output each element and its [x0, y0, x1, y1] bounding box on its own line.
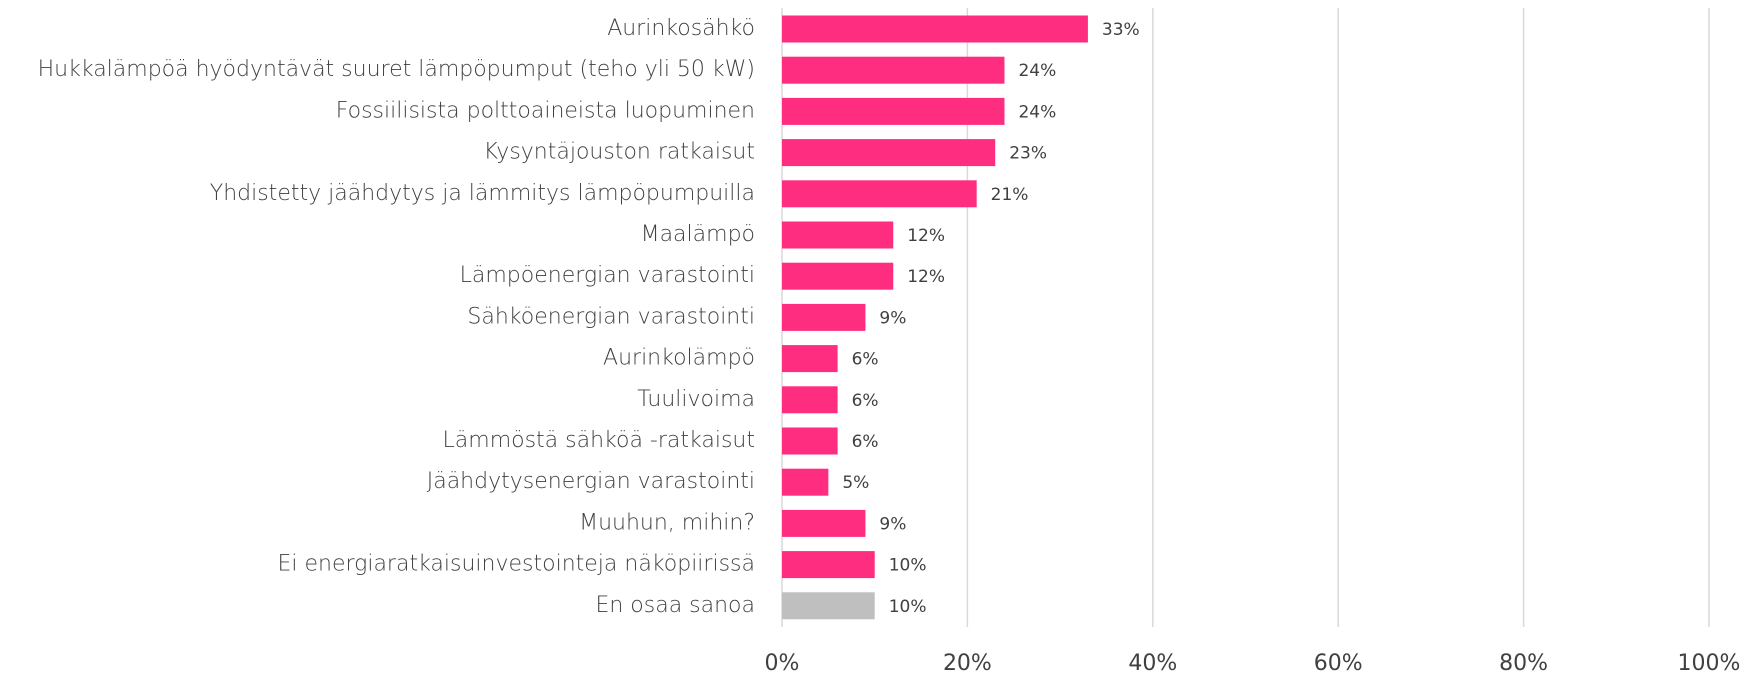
- category-label: Ei energiaratkaisuinvestointeja näköpiir…: [277, 552, 755, 577]
- x-tick-label: 20%: [943, 651, 992, 675]
- category-label: Kysyntäjouston ratkaisut: [483, 140, 755, 165]
- data-label: 10%: [889, 597, 927, 617]
- data-label: 23%: [1009, 144, 1047, 164]
- category-label: Jäähdytysenergian varastointi: [427, 469, 755, 494]
- data-label: 12%: [907, 267, 945, 287]
- category-label: Aurinkolämpö: [603, 346, 755, 371]
- category-label: Lämmöstä sähköä -ratkaisut: [443, 428, 755, 453]
- data-label: 24%: [1018, 61, 1056, 81]
- category-label: Fossiilisista polttoaineista luopuminen: [336, 98, 755, 123]
- bar: [782, 551, 875, 579]
- data-label: 6%: [852, 432, 879, 452]
- bar: [782, 303, 866, 331]
- x-tick-label: 100%: [1678, 651, 1740, 675]
- data-label: 9%: [879, 514, 906, 534]
- category-label: Hukkalämpöä hyödyntävät suuret lämpöpump…: [38, 57, 755, 82]
- bar: [782, 221, 894, 249]
- category-label: Lämpöenergian varastointi: [460, 263, 755, 288]
- x-tick-label: 40%: [1128, 651, 1177, 675]
- category-label: Sähköenergian varastointi: [467, 304, 755, 329]
- data-label: 9%: [879, 308, 906, 328]
- category-label: Yhdistetty jäähdytys ja lämmitys lämpöpu…: [210, 181, 755, 206]
- category-label: Tuulivoima: [637, 387, 755, 412]
- x-tick-label: 80%: [1499, 651, 1548, 675]
- x-tick-label: 60%: [1314, 651, 1363, 675]
- bar: [782, 97, 1005, 125]
- bar: [782, 427, 838, 455]
- category-label: Maalämpö: [641, 222, 755, 247]
- data-label: 12%: [907, 226, 945, 246]
- data-label: 5%: [842, 473, 869, 493]
- x-tick-label: 0%: [765, 651, 800, 675]
- bar: [782, 180, 977, 208]
- bar: [782, 345, 838, 373]
- bar: [782, 15, 1088, 43]
- bar: [782, 592, 875, 620]
- data-label: 33%: [1102, 20, 1140, 40]
- category-label: Aurinkosähkö: [607, 16, 755, 41]
- data-label: 6%: [852, 391, 879, 411]
- bar: [782, 139, 996, 167]
- data-label: 24%: [1018, 102, 1056, 122]
- category-label: En osaa sanoa: [595, 593, 755, 618]
- data-label: 21%: [991, 185, 1029, 205]
- category-label: Muuhun, mihin?: [579, 510, 755, 535]
- bar: [782, 468, 829, 496]
- bar: [782, 262, 894, 290]
- data-label: 10%: [889, 556, 927, 576]
- bar: [782, 56, 1005, 84]
- data-label: 6%: [852, 350, 879, 370]
- bar: [782, 509, 866, 537]
- bar: [782, 386, 838, 414]
